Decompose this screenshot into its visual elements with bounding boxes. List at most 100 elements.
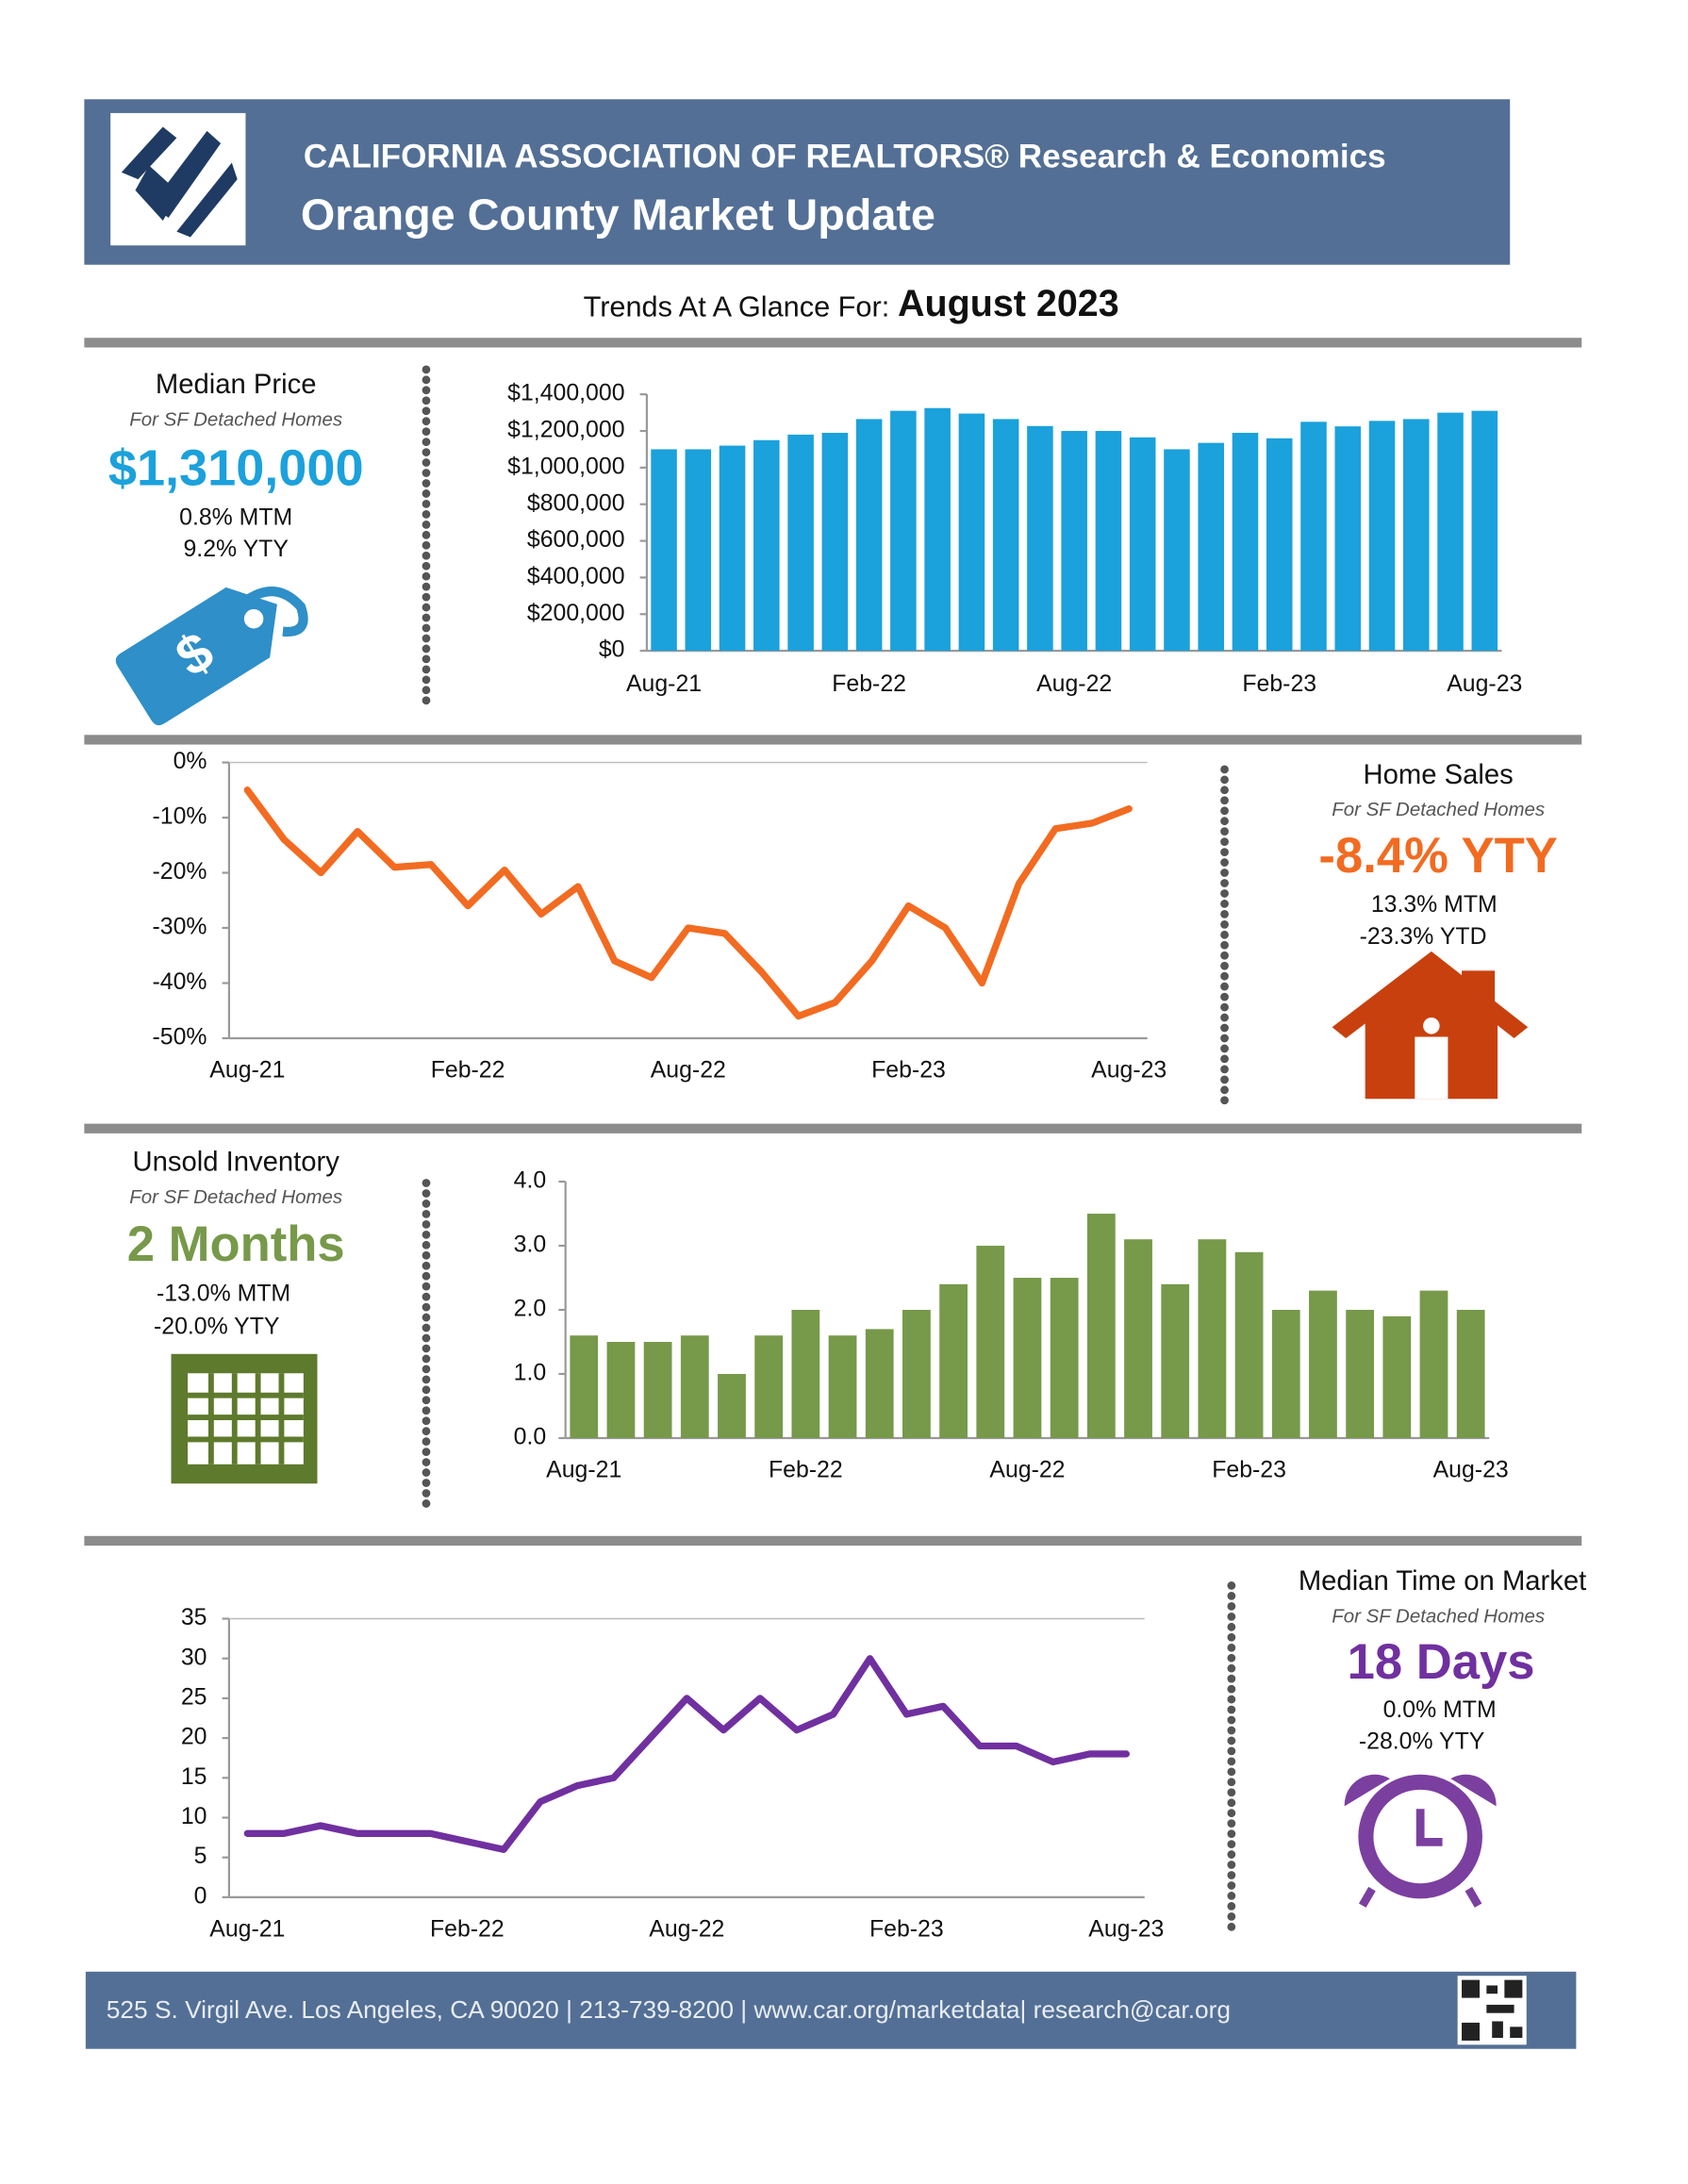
x-tick-label: Aug-21	[626, 671, 702, 697]
bar	[1437, 412, 1464, 652]
x-tick-label: Feb-23	[871, 1058, 946, 1084]
logo	[110, 112, 246, 246]
bar	[992, 419, 1019, 652]
bar	[1368, 421, 1396, 652]
panel-title: Median Time on Market	[1299, 1566, 1586, 1597]
bar	[821, 432, 849, 652]
y-tick-label: 30	[181, 1645, 207, 1670]
qr-code	[1457, 1976, 1527, 2045]
bar	[1234, 1251, 1264, 1438]
bar	[754, 1335, 784, 1438]
house-icon	[1332, 951, 1529, 1100]
y-tick-label: -30%	[153, 915, 207, 940]
tag-string	[242, 586, 308, 637]
bar	[1382, 1315, 1412, 1438]
headline: 18 Days	[1348, 1634, 1535, 1690]
y-tick-label: -10%	[153, 804, 207, 830]
bar	[1309, 1290, 1337, 1438]
headline: 2 Months	[127, 1216, 345, 1272]
panel-title: Median Price	[156, 370, 317, 400]
stat: 0.0% MTM	[1383, 1697, 1497, 1723]
bar	[680, 1335, 709, 1438]
bar	[1086, 1214, 1116, 1438]
bar	[939, 1283, 968, 1438]
y-tick-label: 10	[181, 1804, 207, 1829]
y-tick-label: 25	[181, 1684, 207, 1710]
bar	[1061, 431, 1087, 652]
bar	[606, 1342, 636, 1438]
footer-bar	[85, 1971, 1577, 2049]
x-tick-label: Aug-21	[546, 1458, 621, 1483]
bar	[1124, 1239, 1152, 1438]
y-tick-label: 20	[181, 1725, 207, 1750]
x-tick-label: Aug-23	[1433, 1458, 1509, 1483]
y-tick-label: 0%	[174, 749, 207, 774]
bar	[651, 449, 677, 652]
x-tick-label: Aug-21	[209, 1058, 285, 1084]
clock-icon	[1344, 1774, 1497, 1908]
line-series	[243, 1655, 1130, 1853]
dotted-dividers	[422, 365, 1236, 1942]
bar	[1050, 1278, 1079, 1438]
y-tick-label: 35	[181, 1605, 207, 1630]
y-tick-label: 15	[181, 1764, 207, 1790]
y-tick-label: $1,400,000	[507, 381, 624, 406]
y-tick-label: 4.0	[514, 1168, 547, 1194]
bar	[753, 439, 780, 652]
bar	[1403, 419, 1430, 652]
bar	[890, 410, 917, 652]
x-tick-label: Aug-22	[989, 1458, 1065, 1483]
line-series	[243, 786, 1133, 1020]
bar	[828, 1335, 857, 1438]
bar	[1266, 438, 1293, 652]
trends-period: August 2023	[898, 283, 1119, 324]
bar	[1129, 437, 1156, 652]
bar	[1013, 1278, 1042, 1438]
y-tick-label: $1,200,000	[507, 418, 624, 443]
panel-title: Home Sales	[1364, 760, 1514, 790]
bar	[1334, 426, 1362, 652]
stat: -28.0% YTY	[1359, 1729, 1485, 1755]
bar	[1300, 422, 1327, 652]
stat: -13.0% MTM	[157, 1281, 290, 1306]
bar	[1271, 1310, 1300, 1438]
bar	[855, 419, 883, 652]
x-tick-label: Feb-23	[1242, 671, 1316, 697]
footer-text: 525 S. Virgil Ave. Los Angeles, CA 90020…	[107, 1995, 1231, 2024]
separators	[84, 338, 1582, 1547]
bar	[719, 445, 746, 652]
y-tick-label: 0	[194, 1883, 207, 1909]
y-tick-label: -20%	[153, 859, 207, 885]
trends-label: Trends At A Glance For:	[584, 290, 890, 323]
panel-subtitle: For SF Detached Homes	[1332, 799, 1545, 820]
header-org: CALIFORNIA ASSOCIATION OF REALTORS® Rese…	[304, 138, 1386, 174]
x-tick-label: Aug-21	[209, 1917, 285, 1943]
stat: 13.3% MTM	[1371, 892, 1498, 918]
bar	[976, 1246, 1005, 1438]
y-tick-label: 3.0	[514, 1233, 547, 1258]
panel-subtitle: For SF Detached Homes	[129, 408, 342, 430]
bar	[902, 1310, 931, 1438]
y-tick-label: $800,000	[527, 490, 625, 516]
bar	[1161, 1283, 1190, 1438]
bar	[718, 1374, 746, 1438]
x-tick-label: Feb-23	[1212, 1458, 1286, 1483]
stat: -23.3% YTD	[1360, 924, 1487, 950]
x-tick-label: Aug-23	[1091, 1058, 1167, 1084]
x-tick-label: Aug-22	[1036, 671, 1112, 697]
bar	[643, 1342, 672, 1438]
price-tag-icon: $	[115, 587, 277, 726]
bar	[1095, 431, 1122, 652]
panel-title: Unsold Inventory	[133, 1148, 340, 1178]
x-tick-label: Aug-23	[1088, 1917, 1164, 1943]
calendar-icon	[171, 1353, 318, 1484]
x-tick-label: Aug-22	[651, 1058, 726, 1084]
bar	[958, 413, 985, 652]
panel-subtitle: For SF Detached Homes	[1332, 1605, 1545, 1627]
bar	[1471, 410, 1498, 652]
x-tick-label: Feb-23	[869, 1917, 944, 1943]
x-tick-label: Feb-22	[769, 1458, 843, 1483]
bar	[570, 1335, 599, 1438]
bar	[924, 407, 951, 652]
